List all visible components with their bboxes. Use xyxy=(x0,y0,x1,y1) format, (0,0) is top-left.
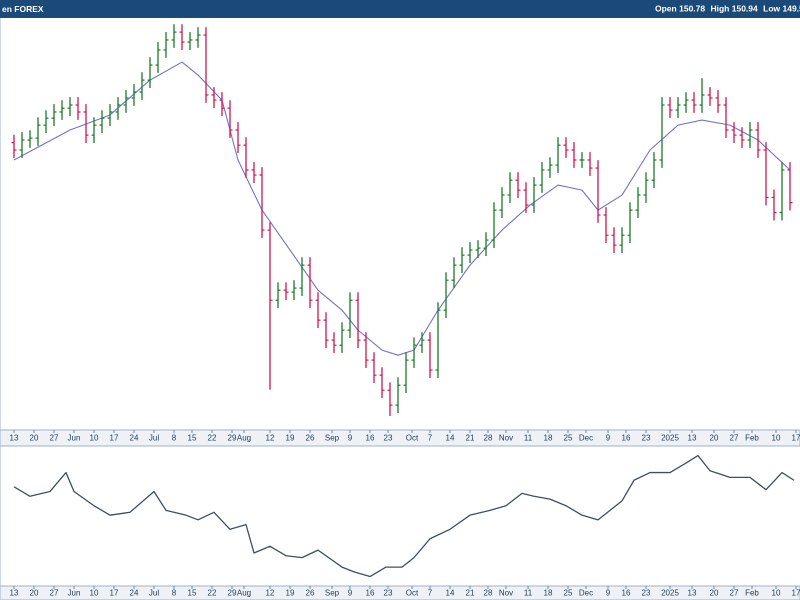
x-tick-label: Nov xyxy=(499,434,513,443)
x-tick-label: 16 xyxy=(622,589,631,598)
x-tick-label: 27 xyxy=(730,589,739,598)
x-tick-label: Oct xyxy=(406,589,419,598)
x-tick-label: 26 xyxy=(306,589,315,598)
x-tick-label: Sep xyxy=(325,434,340,443)
x-tick-label: 7 xyxy=(428,589,433,598)
x-tick-label: 13 xyxy=(10,589,19,598)
x-tick-label: 12 xyxy=(266,589,275,598)
x-tick-label: 14 xyxy=(446,434,455,443)
x-tick-label: 11 xyxy=(524,434,533,443)
x-tick-label: Sep xyxy=(325,589,340,598)
x-tick-label: 9 xyxy=(348,589,353,598)
x-tick-label: 17 xyxy=(792,434,800,443)
x-tick-label: Aug xyxy=(237,589,251,598)
x-tick-label: 17 xyxy=(110,589,119,598)
x-tick-label: 23 xyxy=(384,589,393,598)
x-tick-label: 22 xyxy=(208,434,217,443)
x-tick-label: 13 xyxy=(10,434,19,443)
x-tick-label: 9 xyxy=(606,434,611,443)
x-tick-label: 10 xyxy=(772,434,781,443)
x-tick-label: 12 xyxy=(266,434,275,443)
x-tick-label: 23 xyxy=(384,434,393,443)
x-tick-label: 8 xyxy=(172,589,177,598)
x-tick-label: 24 xyxy=(130,434,139,443)
x-tick-label: 15 xyxy=(188,434,197,443)
x-tick-label: 16 xyxy=(366,434,375,443)
x-tick-label: Oct xyxy=(406,434,419,443)
x-tick-label: 27 xyxy=(50,434,59,443)
x-tick-label: 11 xyxy=(524,589,533,598)
x-tick-label: 10 xyxy=(90,589,99,598)
x-tick-label: Jul xyxy=(149,434,159,443)
x-tick-label: 29 xyxy=(228,589,237,598)
x-tick-label: 2025 xyxy=(661,589,679,598)
x-tick-label: 2025 xyxy=(661,434,679,443)
x-tick-label: 17 xyxy=(792,589,800,598)
x-tick-label: 9 xyxy=(348,434,353,443)
x-tick-label: Dec xyxy=(579,589,593,598)
header-title: en FOREX xyxy=(2,4,44,14)
x-tick-label: 15 xyxy=(188,589,197,598)
x-tick-label: Aug xyxy=(237,434,251,443)
quote-label: High xyxy=(710,4,729,14)
x-tick-label: 27 xyxy=(730,434,739,443)
x-tick-label: 27 xyxy=(50,589,59,598)
x-tick-label: 24 xyxy=(130,589,139,598)
x-tick-label: 10 xyxy=(772,589,781,598)
x-tick-label: 18 xyxy=(544,589,553,598)
x-tick-label: Dec xyxy=(579,434,593,443)
x-tick-label: 20 xyxy=(30,589,39,598)
x-tick-label: 28 xyxy=(484,434,493,443)
x-tick-label: 7 xyxy=(428,434,433,443)
x-tick-label: 16 xyxy=(366,589,375,598)
header-bar xyxy=(0,0,800,18)
x-tick-label: 20 xyxy=(30,434,39,443)
x-tick-label: 8 xyxy=(172,434,177,443)
x-tick-label: 20 xyxy=(710,434,719,443)
quote-value: 150.94 xyxy=(732,4,758,14)
quote-value: 149.55 xyxy=(783,4,800,14)
x-tick-label: 23 xyxy=(642,589,651,598)
date-strip xyxy=(0,429,800,447)
x-tick-label: 14 xyxy=(446,589,455,598)
x-tick-label: 28 xyxy=(484,589,493,598)
x-tick-label: Jun xyxy=(68,589,81,598)
header-quote: Open 150.78 High 150.94 Low 149.55 La xyxy=(655,4,800,14)
indicator-line xyxy=(13,454,795,578)
x-tick-label: 10 xyxy=(90,434,99,443)
quote-label: Open xyxy=(655,4,677,14)
x-tick-label: 18 xyxy=(544,434,553,443)
x-tick-label: 17 xyxy=(110,434,119,443)
x-tick-label: 13 xyxy=(688,589,697,598)
x-tick-label: Feb xyxy=(745,434,759,443)
x-tick-label: Nov xyxy=(499,589,513,598)
quote-value: 150.78 xyxy=(679,4,705,14)
x-tick-label: 9 xyxy=(606,589,611,598)
x-tick-label: 20 xyxy=(710,589,719,598)
x-tick-label: 19 xyxy=(286,589,295,598)
x-tick-label: 22 xyxy=(208,589,217,598)
x-tick-label: 29 xyxy=(228,434,237,443)
x-tick-label: 16 xyxy=(622,434,631,443)
x-tick-label: 23 xyxy=(642,434,651,443)
x-tick-label: 25 xyxy=(564,434,573,443)
x-tick-label: 21 xyxy=(466,434,475,443)
x-tick-label: 25 xyxy=(564,589,573,598)
moving-average xyxy=(13,61,791,356)
quote-label: Low xyxy=(763,4,780,14)
x-tick-label: Jun xyxy=(68,434,81,443)
x-tick-label: 21 xyxy=(466,589,475,598)
x-tick-label: Jul xyxy=(149,589,159,598)
x-tick-label: 13 xyxy=(688,434,697,443)
x-tick-label: 26 xyxy=(306,434,315,443)
x-tick-label: 19 xyxy=(286,434,295,443)
date-strip xyxy=(0,585,800,600)
x-tick-label: Feb xyxy=(745,589,759,598)
